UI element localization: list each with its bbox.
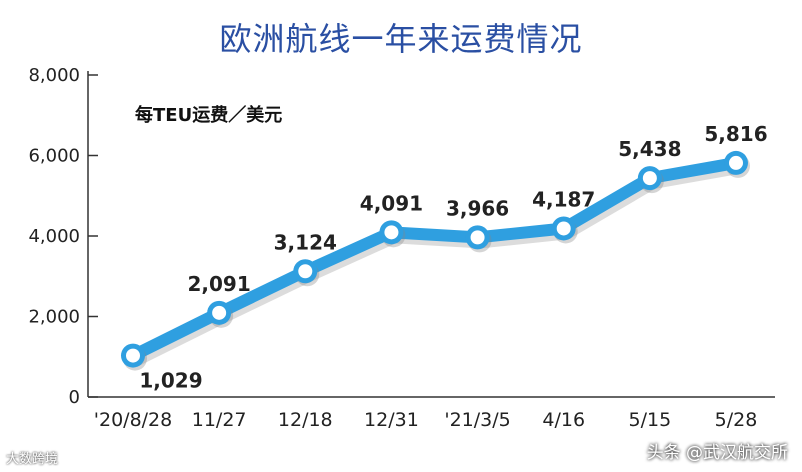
data-points [121, 150, 750, 371]
data-labels: 1,029 2,091 3,124 4,091 3,966 4,187 5,438 5,816 [139, 122, 767, 393]
data-label: 4,187 [532, 187, 595, 211]
data-label: 5,438 [618, 137, 681, 161]
y-tick-label: 6,000 [28, 146, 80, 167]
data-point-center [470, 230, 485, 245]
tick-labels: 0 2,000 4,000 6,000 8,000 '20/8/28 11/27 12/18 1… [28, 65, 757, 431]
data-point-center [298, 264, 313, 279]
data-label: 3,966 [446, 196, 509, 220]
unit-label: 每TEU运费／美元 [135, 105, 283, 126]
x-tick-label: 4/16 [542, 409, 585, 431]
watermark-right: 头条 @武汉航交所 [646, 443, 788, 463]
x-tick-label: 12/18 [278, 409, 333, 431]
data-point-center [212, 305, 227, 320]
data-label: 3,124 [274, 230, 337, 254]
y-tick-label: 4,000 [28, 226, 80, 247]
y-tick-label: 8,000 [28, 65, 80, 86]
data-point-center [126, 348, 140, 363]
data-point-center [556, 221, 571, 236]
series-line [127, 156, 742, 362]
x-tick-label: '21/3/5 [444, 409, 510, 431]
x-tick-label: '20/8/28 [94, 409, 172, 431]
data-label: 1,029 [139, 369, 202, 393]
data-label: 5,816 [704, 122, 767, 146]
x-tick-label: 12/31 [364, 409, 419, 431]
data-point-center [642, 171, 657, 186]
data-point-center [729, 155, 743, 170]
x-tick-label: 5/28 [715, 409, 758, 431]
x-tick-label: 5/15 [629, 409, 672, 431]
chart-title: 欧洲航线一年来运费情况 [219, 20, 583, 58]
data-point-center [384, 225, 399, 240]
y-tick-label: 0 [69, 387, 80, 408]
series-shadow [129, 159, 746, 367]
y-tick-label: 2,000 [28, 307, 80, 328]
x-tick-label: 11/27 [192, 409, 247, 431]
data-label: 2,091 [188, 272, 251, 296]
axes [87, 71, 775, 398]
watermark-left: 大数跨境 [6, 452, 59, 467]
series-line [127, 156, 746, 367]
data-label: 4,091 [360, 191, 423, 215]
